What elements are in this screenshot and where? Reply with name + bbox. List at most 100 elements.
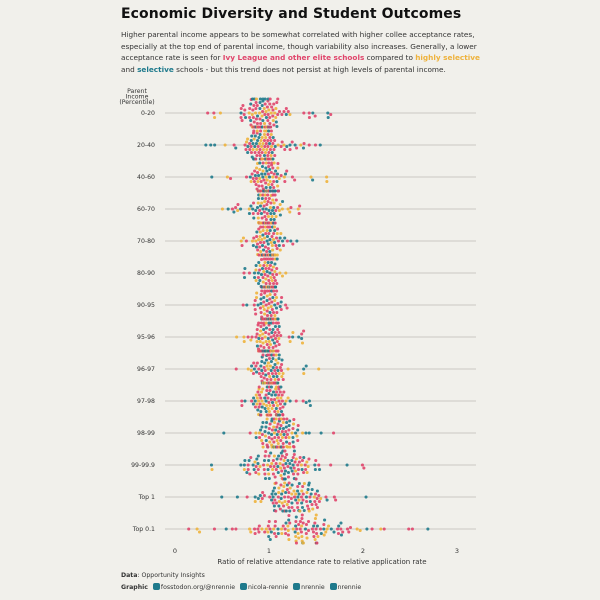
data-point bbox=[252, 367, 256, 371]
data-point bbox=[267, 278, 271, 283]
data-point bbox=[291, 472, 296, 476]
data-point bbox=[255, 339, 259, 344]
x-tick-label: 1 bbox=[267, 547, 271, 555]
data-point bbox=[260, 157, 264, 161]
data-point bbox=[246, 467, 250, 472]
data-point bbox=[266, 367, 270, 371]
data-point bbox=[270, 498, 274, 502]
data-point bbox=[252, 236, 256, 240]
data-point bbox=[306, 504, 310, 508]
subtitle-text-4: schools - but this trend does not persis… bbox=[173, 64, 446, 74]
data-point bbox=[259, 121, 263, 126]
subtitle-highly-highlight: highly selective bbox=[415, 53, 480, 63]
data-point bbox=[266, 153, 270, 158]
data-point bbox=[296, 489, 300, 493]
data-point bbox=[256, 408, 260, 412]
data-point bbox=[255, 166, 259, 170]
data-point bbox=[280, 501, 284, 505]
data-point bbox=[234, 527, 238, 531]
data-point bbox=[264, 373, 268, 377]
data-point bbox=[273, 324, 278, 329]
data-point bbox=[262, 300, 266, 304]
data-point bbox=[300, 505, 305, 510]
data-point bbox=[278, 461, 282, 466]
data-point bbox=[315, 505, 319, 510]
data-point bbox=[294, 431, 298, 435]
data-point bbox=[263, 289, 267, 293]
data-point bbox=[258, 493, 262, 498]
data-point bbox=[275, 179, 279, 184]
data-point bbox=[294, 519, 298, 524]
data-point bbox=[261, 490, 265, 495]
data-point bbox=[262, 493, 266, 498]
data-point bbox=[270, 330, 274, 335]
data-point bbox=[286, 470, 290, 475]
data-point bbox=[268, 141, 272, 146]
x-tick-label: 0 bbox=[173, 547, 177, 555]
data-point bbox=[271, 356, 275, 361]
data-point bbox=[268, 464, 273, 469]
subtitle-text-3: and bbox=[121, 64, 138, 74]
data-point bbox=[272, 425, 276, 429]
data-point bbox=[272, 464, 276, 469]
data-point bbox=[301, 498, 305, 502]
data-point bbox=[313, 537, 317, 542]
data-point bbox=[223, 143, 227, 147]
data-point bbox=[269, 530, 273, 534]
data-point bbox=[250, 112, 254, 117]
data-point bbox=[256, 216, 260, 220]
data-point bbox=[299, 530, 303, 534]
data-point bbox=[317, 493, 321, 498]
data-point bbox=[252, 467, 256, 472]
data-point bbox=[251, 115, 255, 120]
linkedin-icon bbox=[240, 583, 248, 590]
data-point bbox=[274, 353, 278, 357]
data-point bbox=[257, 385, 261, 389]
subtitle-selective-highlight: selective bbox=[137, 64, 174, 74]
y-tick-label: 95-96 bbox=[137, 334, 155, 341]
data-point bbox=[255, 121, 259, 126]
data-point bbox=[307, 115, 311, 120]
data-point bbox=[261, 387, 265, 391]
data-point bbox=[258, 306, 262, 310]
data-point bbox=[258, 111, 262, 115]
data-point bbox=[299, 463, 303, 467]
data-point bbox=[261, 109, 265, 114]
data-point bbox=[294, 477, 298, 481]
data-point bbox=[267, 400, 271, 405]
data-point bbox=[281, 426, 285, 431]
data-point bbox=[261, 141, 265, 146]
caption-graphic-label: Graphic bbox=[121, 584, 148, 591]
data-point bbox=[247, 458, 251, 463]
data-point bbox=[275, 124, 279, 129]
data-point bbox=[274, 400, 278, 405]
data-point bbox=[271, 108, 275, 112]
data-point bbox=[269, 377, 273, 382]
data-point bbox=[257, 472, 261, 476]
data-point bbox=[283, 236, 287, 240]
data-point bbox=[255, 242, 260, 246]
data-point bbox=[267, 231, 271, 236]
data-point bbox=[253, 499, 257, 504]
data-point bbox=[300, 458, 305, 463]
data-point bbox=[319, 496, 323, 501]
data-point bbox=[332, 431, 336, 435]
data-point bbox=[239, 207, 243, 211]
data-point bbox=[256, 461, 260, 466]
data-point bbox=[280, 399, 285, 403]
data-point bbox=[244, 140, 249, 144]
data-point bbox=[284, 461, 288, 466]
data-point bbox=[269, 368, 273, 373]
data-point bbox=[254, 117, 258, 121]
data-point bbox=[305, 470, 309, 475]
data-point bbox=[300, 336, 304, 341]
data-point bbox=[275, 425, 279, 429]
data-point bbox=[260, 289, 264, 293]
data-point bbox=[273, 393, 277, 397]
data-point bbox=[270, 214, 274, 219]
data-point bbox=[257, 227, 261, 231]
data-point bbox=[274, 285, 278, 289]
data-point bbox=[268, 527, 272, 531]
data-point bbox=[268, 495, 272, 499]
data-point bbox=[292, 495, 297, 499]
